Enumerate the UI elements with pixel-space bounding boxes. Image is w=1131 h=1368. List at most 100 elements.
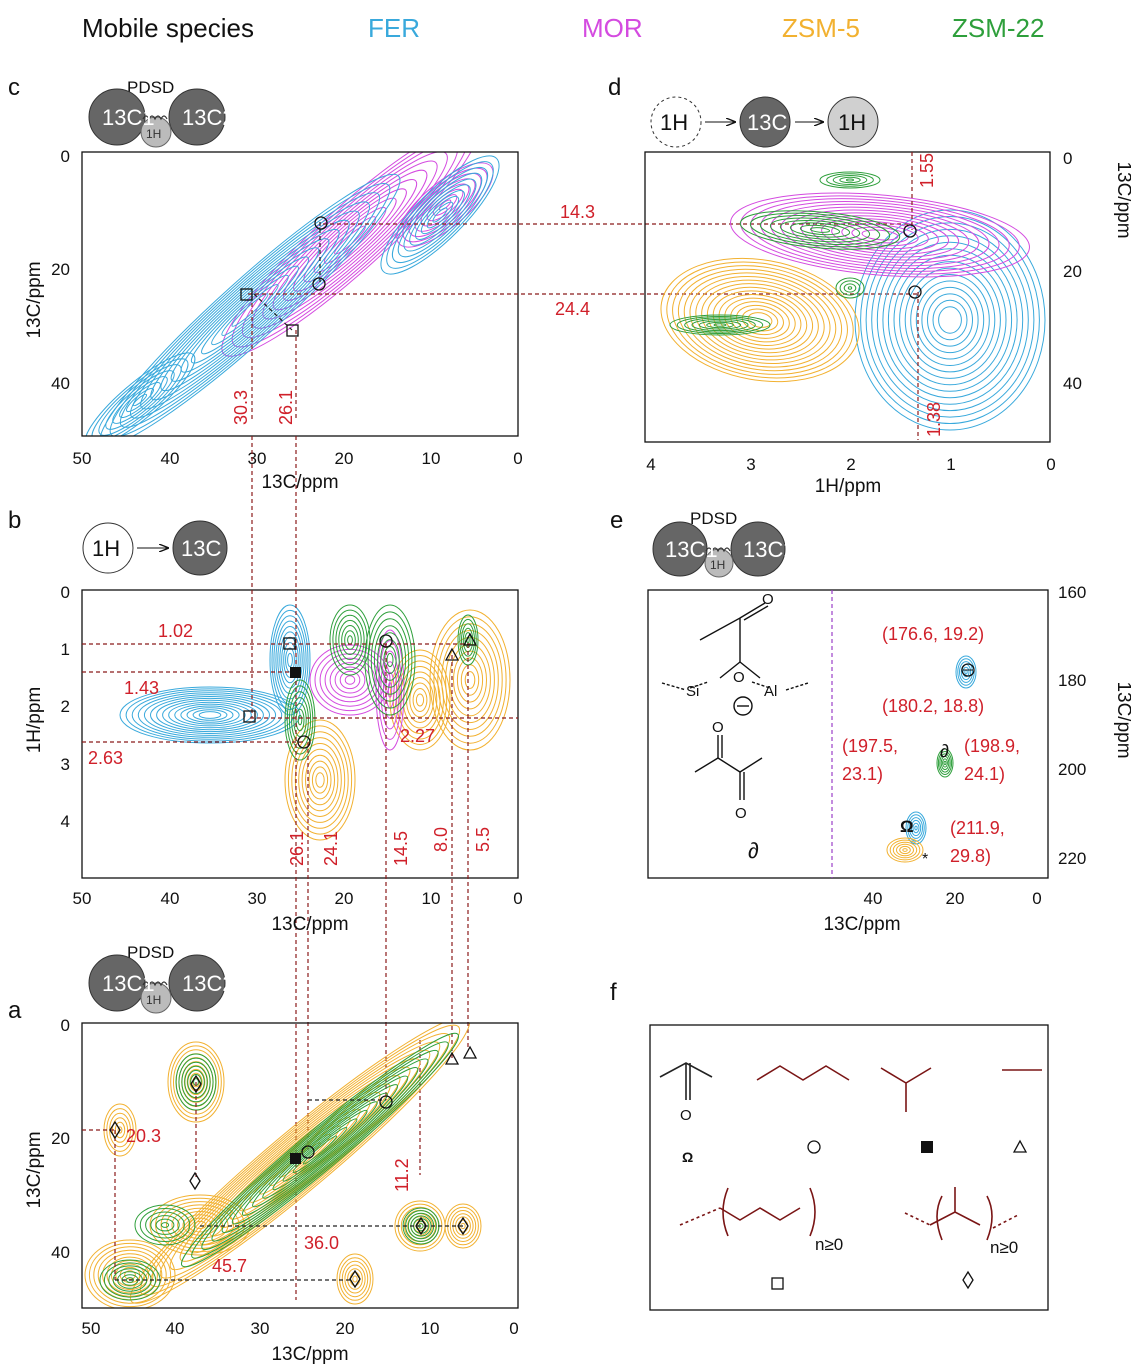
contour-line bbox=[826, 173, 874, 187]
contour-line bbox=[387, 682, 393, 698]
svg-text:0: 0 bbox=[1046, 455, 1055, 474]
contour-line bbox=[718, 294, 802, 346]
svg-text:180: 180 bbox=[1058, 671, 1086, 690]
svg-text:*: * bbox=[922, 851, 928, 868]
panel-label-b: b bbox=[8, 507, 21, 534]
contour-line bbox=[377, 632, 403, 688]
svg-text:50: 50 bbox=[73, 889, 92, 908]
contour-line bbox=[302, 1135, 338, 1165]
contour-line bbox=[402, 167, 488, 243]
contour-line bbox=[91, 358, 189, 436]
contour-line bbox=[286, 685, 314, 755]
contour-line bbox=[252, 152, 448, 329]
contour-line bbox=[889, 839, 921, 861]
contour-line bbox=[315, 772, 325, 788]
contour-line bbox=[277, 626, 303, 694]
svg-text:Si: Si bbox=[686, 683, 699, 700]
svg-text:13C1: 13C1 bbox=[665, 537, 718, 562]
contour-line bbox=[770, 203, 990, 267]
fer-contours-d bbox=[854, 209, 1046, 431]
contour-line bbox=[102, 1253, 158, 1297]
contour-line bbox=[109, 182, 391, 436]
svg-text:160: 160 bbox=[1058, 583, 1086, 602]
contour-line bbox=[262, 1101, 378, 1199]
contour-line bbox=[187, 1069, 205, 1095]
contour-line bbox=[173, 1049, 219, 1115]
contour-line bbox=[701, 283, 819, 357]
contour-line bbox=[769, 217, 871, 243]
contour-line bbox=[936, 748, 954, 778]
svg-text:O: O bbox=[680, 1107, 692, 1124]
pdsd-icon-c: PDSD 13C1 1H 13C2 bbox=[88, 78, 235, 148]
pdsd-icon-a: PDSD 13C1 1H 13C2 bbox=[88, 943, 235, 1014]
svg-text:40: 40 bbox=[166, 1319, 185, 1338]
contour-line bbox=[112, 376, 168, 424]
diamond-markers-a bbox=[109, 1074, 469, 1289]
ann-e-2: (180.2, 18.8) bbox=[882, 696, 984, 716]
svg-text:O: O bbox=[712, 719, 724, 736]
contour-line bbox=[843, 283, 857, 293]
svg-text:10: 10 bbox=[422, 889, 441, 908]
contour-line bbox=[352, 1275, 358, 1283]
contour-line bbox=[845, 178, 855, 182]
d-x-ticks: 4 3 2 1 0 bbox=[646, 455, 1055, 474]
contour-line bbox=[415, 190, 465, 240]
contour-line bbox=[854, 209, 1046, 431]
contour-line bbox=[132, 393, 148, 407]
ann-c-26-1: 26.1 bbox=[276, 390, 296, 425]
contour-line bbox=[193, 1220, 207, 1230]
contour-line bbox=[899, 845, 911, 855]
e-x-ticks: 40 20 0 bbox=[864, 889, 1042, 908]
svg-text:13C1: 13C1 bbox=[102, 971, 155, 996]
contour-line bbox=[380, 650, 400, 730]
svg-text:PDSD: PDSD bbox=[690, 509, 737, 528]
contour-line bbox=[284, 719, 356, 841]
svg-text:10: 10 bbox=[421, 1319, 440, 1338]
svg-text:0: 0 bbox=[509, 1319, 518, 1338]
contour-line bbox=[912, 822, 920, 834]
contour-line bbox=[93, 1246, 167, 1304]
contour-line bbox=[689, 275, 831, 365]
contour-line bbox=[759, 215, 881, 245]
contour-line bbox=[279, 631, 301, 689]
contour-line bbox=[272, 1109, 368, 1191]
panel-e: e PDSD 13C1 1H 13C2 O O Si Al bbox=[610, 507, 1131, 935]
contour-line bbox=[186, 707, 234, 723]
contour-line bbox=[438, 199, 452, 211]
contour-line bbox=[892, 841, 918, 859]
contour-line bbox=[695, 279, 825, 361]
contour-line bbox=[338, 619, 362, 661]
contour-line bbox=[177, 1211, 223, 1239]
contour-line bbox=[190, 256, 310, 364]
contour-line bbox=[319, 653, 381, 707]
partial-symbol: ∂ bbox=[748, 838, 759, 863]
ann-b-14-5: 14.5 bbox=[391, 831, 411, 866]
contour-line bbox=[691, 318, 749, 332]
c-y-label: 13C/ppm bbox=[24, 261, 45, 338]
svg-text:1H: 1H bbox=[146, 993, 161, 1007]
contour-line bbox=[383, 646, 397, 674]
contour-line bbox=[914, 825, 918, 831]
contour-line bbox=[170, 238, 330, 382]
contour-line bbox=[145, 1211, 185, 1239]
contour-line bbox=[303, 197, 397, 283]
f-structures bbox=[659, 1062, 1042, 1241]
contour-line bbox=[896, 843, 914, 857]
contour-line bbox=[378, 640, 402, 740]
ann-b-24-1: 24.1 bbox=[321, 831, 341, 866]
contour-line bbox=[181, 1032, 459, 1268]
zsm22-contours-a bbox=[99, 1032, 459, 1301]
mor-contours-c bbox=[221, 152, 494, 357]
frame-b bbox=[81, 589, 519, 879]
panel-label-d: d bbox=[608, 74, 621, 101]
contour-line bbox=[907, 814, 925, 842]
contour-line bbox=[167, 1041, 225, 1123]
contour-line bbox=[432, 207, 448, 223]
contour-line bbox=[84, 1239, 176, 1308]
c2-label-c: 13C2 bbox=[182, 105, 235, 130]
contour-line bbox=[860, 216, 1040, 424]
contour-line bbox=[932, 299, 968, 341]
contour-line bbox=[211, 1058, 429, 1242]
contour-line bbox=[334, 666, 366, 694]
contour-line bbox=[88, 1242, 172, 1308]
